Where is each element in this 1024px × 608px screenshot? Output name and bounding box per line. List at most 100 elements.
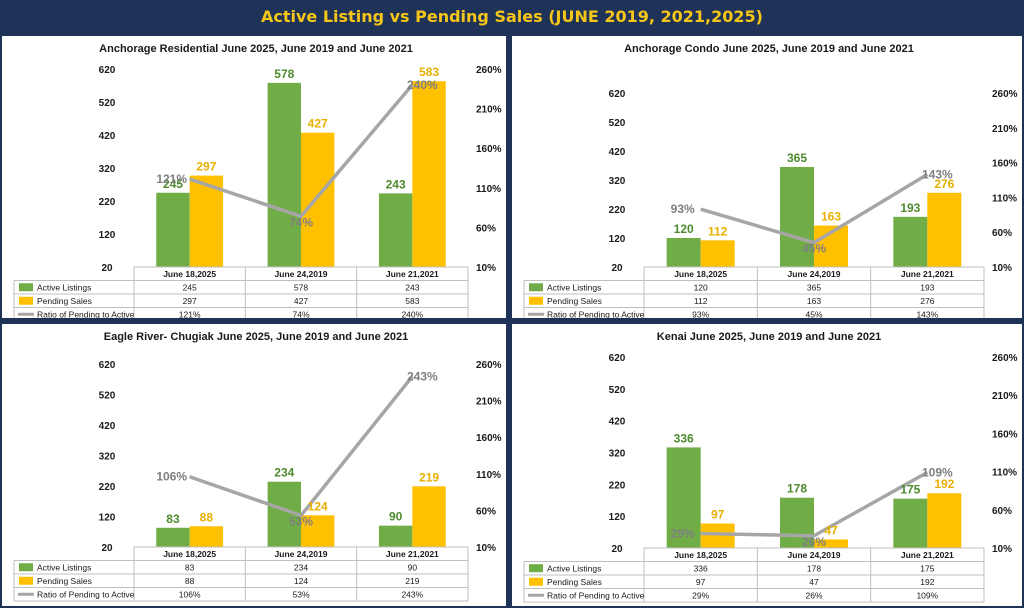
table-cell: 29%	[692, 590, 709, 600]
table-cell: 178	[807, 563, 821, 573]
x-tick-label: June 21,2021	[901, 550, 954, 560]
y2-tick-label: 10%	[992, 263, 1012, 274]
legend-label: Ratio of Pending to Active	[37, 309, 135, 319]
bar-pending-sales	[700, 240, 735, 267]
bar-active-listings	[378, 525, 413, 547]
data-label-pending: 276	[934, 177, 954, 191]
data-label-pending: 124	[308, 499, 328, 513]
y2-tick-label: 60%	[992, 506, 1012, 517]
bar-pending-sales	[189, 175, 224, 267]
data-label-pending: 583	[419, 65, 439, 79]
y-tick-label: 520	[99, 391, 116, 402]
y-tick-label: 120	[609, 512, 626, 523]
table-cell: 175	[920, 563, 934, 573]
page-title: Active Listing vs Pending Sales (JUNE 20…	[0, 0, 1024, 34]
y-tick-label: 20	[611, 544, 623, 555]
data-label-active: 578	[274, 67, 294, 81]
bar-active-listings	[780, 166, 814, 267]
bar-pending-sales	[927, 493, 962, 548]
y2-tick-label: 260%	[992, 89, 1018, 100]
x-tick-label: June 18,2025	[163, 549, 216, 559]
table-cell: 365	[807, 282, 821, 292]
y-tick-label: 620	[99, 360, 116, 371]
bar-pending-sales	[189, 526, 224, 547]
y2-tick-label: 260%	[476, 360, 502, 371]
x-tick-label: June 24,2019	[275, 269, 328, 279]
data-label-active: 120	[674, 222, 694, 236]
table-cell: 124	[294, 576, 308, 586]
bar-pending-sales	[412, 81, 446, 268]
table-cell: 219	[405, 576, 419, 586]
bar-active-listings	[267, 82, 301, 267]
y-tick-label: 620	[609, 89, 626, 100]
legend-label: Pending Sales	[37, 296, 92, 306]
legend-label: Pending Sales	[37, 576, 92, 586]
legend-key-pending	[529, 577, 543, 586]
table-cell: 243	[405, 282, 419, 292]
data-label-pending: 427	[308, 117, 328, 131]
data-label-pending: 297	[196, 160, 216, 174]
y-tick-label: 520	[609, 385, 626, 396]
chart-title: Anchorage Residential June 2025, June 20…	[99, 43, 413, 55]
table-cell: 192	[920, 577, 934, 587]
y-tick-label: 220	[609, 205, 626, 216]
data-label-ratio: 93%	[671, 202, 695, 216]
chart-title: Anchorage Condo June 2025, June 2019 and…	[624, 43, 914, 55]
table-cell: 578	[294, 282, 308, 292]
data-label-ratio: 143%	[922, 167, 953, 181]
table-cell: 88	[185, 576, 195, 586]
y2-tick-label: 260%	[992, 353, 1018, 364]
legend-key-pending	[19, 576, 33, 585]
data-label-active: 175	[900, 483, 920, 497]
bar-pending-sales	[927, 192, 962, 267]
legend-label: Ratio of Pending to Active	[547, 590, 645, 600]
data-label-ratio: 53%	[289, 515, 313, 529]
y2-tick-label: 10%	[992, 544, 1012, 555]
y-tick-label: 620	[609, 353, 626, 364]
data-label-ratio: 45%	[802, 242, 826, 256]
data-label-active: 234	[274, 466, 294, 480]
bar-active-listings	[780, 497, 814, 548]
table-cell: 120	[694, 282, 708, 292]
data-label-ratio: 240%	[407, 78, 438, 92]
data-label-active: 336	[674, 431, 694, 445]
data-label-pending: 163	[821, 210, 841, 224]
table-cell: 163	[807, 296, 821, 306]
chart-svg: Anchorage Residential June 2025, June 20…	[13, 43, 502, 319]
y2-tick-label: 60%	[476, 223, 496, 234]
chart-svg: Eagle River- Chugiak June 2025, June 201…	[13, 331, 502, 602]
data-label-active: 193	[900, 201, 920, 215]
table-cell: 106%	[179, 589, 201, 599]
legend-key-active	[19, 563, 33, 572]
y-tick-label: 220	[609, 480, 626, 491]
legend-label: Active Listings	[547, 563, 601, 573]
legend-label: Ratio of Pending to Active	[547, 309, 645, 319]
y-tick-label: 20	[101, 263, 113, 274]
ratio-line	[700, 172, 929, 245]
legend-label: Active Listings	[37, 282, 91, 292]
y2-tick-label: 10%	[476, 263, 496, 274]
table-cell: 45%	[805, 309, 822, 319]
y2-tick-label: 160%	[992, 429, 1018, 440]
y-tick-label: 420	[609, 147, 626, 158]
y-tick-label: 320	[609, 176, 626, 187]
chart-panel-eagle-river-chugiak: Eagle River- Chugiak June 2025, June 201…	[0, 322, 508, 608]
legend-key-active	[19, 283, 33, 292]
data-label-ratio: 243%	[407, 369, 438, 383]
data-label-pending: 97	[711, 507, 725, 521]
data-label-active: 245	[163, 177, 183, 191]
y-tick-label: 520	[99, 98, 116, 109]
table-cell: 109%	[916, 590, 938, 600]
y-tick-label: 420	[99, 421, 116, 432]
table-cell: 336	[694, 563, 708, 573]
data-label-ratio: 29%	[671, 526, 695, 540]
y2-tick-label: 10%	[476, 543, 496, 554]
data-label-ratio: 109%	[922, 465, 953, 479]
y-tick-label: 20	[611, 263, 623, 274]
data-label-active: 83	[166, 512, 180, 526]
y2-tick-label: 110%	[992, 193, 1017, 204]
chart-svg: Kenai June 2025, June 2019 and June 2021…	[523, 331, 1018, 603]
bar-active-listings	[156, 527, 190, 547]
y2-tick-label: 210%	[992, 391, 1018, 402]
y2-tick-label: 260%	[476, 65, 502, 76]
